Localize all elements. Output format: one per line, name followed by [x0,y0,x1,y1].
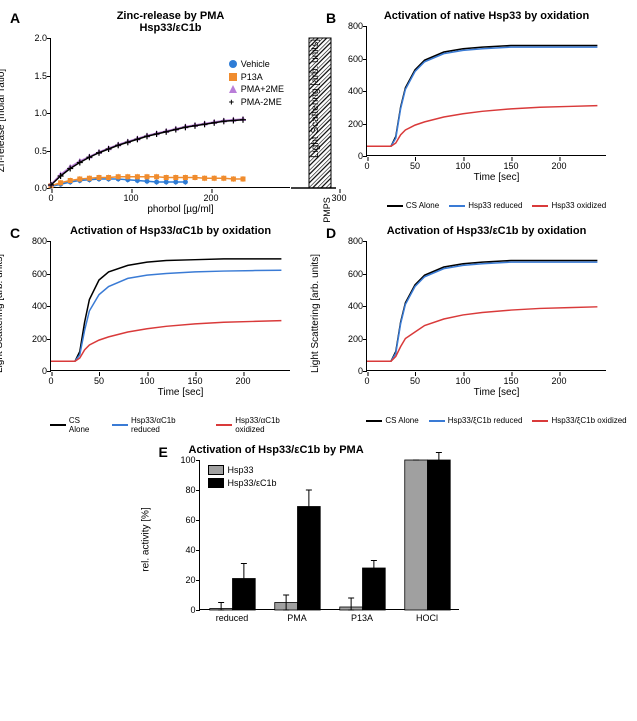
panel-d-label: D [326,225,336,241]
panel-b-chart: 0200400600800050100150200 [366,26,606,156]
panel-b-label: B [326,10,336,26]
panel-e-label: E [159,444,168,460]
panel-d: D Activation of Hsp33/εC1b by oxidation … [326,225,627,434]
panel-a-label: A [10,10,20,26]
panel-c-xlabel: Time [sec] [50,387,311,398]
panel-e-chart: 020406080100reducedPMAP13AHOClHsp33Hsp33… [199,460,459,610]
panel-a-title: Zinc-release by PMA [30,10,311,22]
panel-e-title: Activation of Hsp33/εC1b by PMA [189,444,479,456]
panel-c-ylabel: Light Scattering [arb. units] [0,254,5,373]
panel-e-ylabel: rel. activity [%] [140,507,151,571]
panel-c-legend: CS AloneHsp33/αC1b reducedHsp33/αC1b oxi… [50,416,311,434]
panel-b-ylabel: Light Scattering [arb. units] [310,39,321,158]
panel-d-chart: 0200400600800050100150200 [366,241,606,371]
panel-c-chart: 0200400600800050100150200 [50,241,290,371]
panel-a-subtitle: Hsp33/εC1b [30,22,311,34]
panel-d-title: Activation of Hsp33/εC1b by oxidation [346,225,627,237]
panel-a-xlabel: phorbol [µg/ml] [50,204,311,215]
panel-c: C Activation of Hsp33/αC1b by oxidation … [10,225,311,434]
panel-d-legend: CS AloneHsp33/ξC1b reducedHsp33/ξC1b oxi… [366,416,627,425]
panel-b-legend: CS AloneHsp33 reducedHsp33 oxidized [366,201,627,210]
panel-d-ylabel: Light Scattering [arb. units] [310,254,321,373]
panel-b-title: Activation of native Hsp33 by oxidation [346,10,627,22]
panel-e: E Activation of Hsp33/εC1b by PMA 020406… [10,444,627,610]
panel-c-title: Activation of Hsp33/αC1b by oxidation [30,225,311,237]
panel-a-chart: 0.00.51.01.52.00100200VehicleP13APMA+2ME… [50,38,290,188]
panel-a-ylabel: Zn-release [molar ratio] [0,69,7,172]
figure-grid: A Zinc-release by PMA Hsp33/εC1b 0.00.51… [10,10,627,610]
panel-b: B Activation of native Hsp33 by oxidatio… [326,10,627,215]
panel-b-xlabel: Time [sec] [366,172,627,183]
panel-a: A Zinc-release by PMA Hsp33/εC1b 0.00.51… [10,10,311,215]
panel-c-label: C [10,225,20,241]
panel-d-xlabel: Time [sec] [366,387,627,398]
